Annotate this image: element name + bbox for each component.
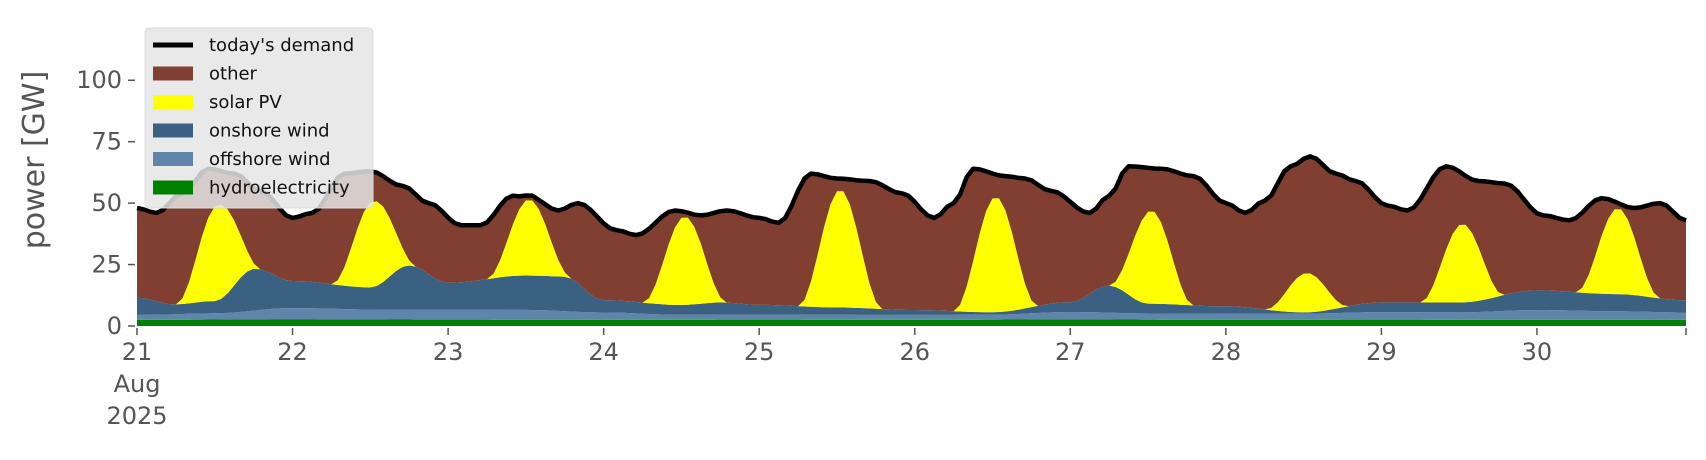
y-tick-label: 25 [91, 251, 122, 279]
legend-label-offshore-wind: offshore wind [209, 149, 331, 170]
x-tick-label: 25 [744, 338, 775, 366]
hydroelectricity-area [137, 319, 1686, 326]
y-axis-label: power [GW] [17, 71, 52, 250]
y-tick-label: 0 [107, 312, 122, 340]
solar-pv-area [137, 191, 1686, 313]
x-tick-label: 28 [1211, 338, 1242, 366]
legend-label-solar-pv: solar PV [209, 92, 282, 113]
legend-swatch-other [153, 66, 193, 81]
x-tick-label: 30 [1522, 338, 1553, 366]
plot-area [137, 156, 1686, 326]
y-tick-label: 50 [91, 189, 122, 217]
legend-label-onshore-wind: onshore wind [209, 121, 330, 142]
offshore-wind-area [137, 308, 1686, 320]
y-tick-label: 75 [91, 128, 122, 156]
other-area [137, 156, 1686, 312]
legend-label-today-s-demand: today's demand [209, 35, 354, 56]
y-tick-label: 100 [76, 66, 122, 94]
legend-swatch-onshore-wind [153, 123, 193, 138]
x-tick-label: 24 [588, 338, 619, 366]
demand-line-layer [136, 154, 1687, 238]
legend-swatch-hydroelectricity [153, 180, 193, 195]
legend-swatch-solar-pv [153, 95, 193, 109]
x-tick-label: 22 [277, 338, 308, 366]
x-tick-label: 21 [122, 338, 153, 366]
legend-label-hydroelectricity: hydroelectricity [209, 178, 350, 199]
legend-box [144, 27, 374, 209]
x-tick-label: 29 [1366, 338, 1397, 366]
x-tick-label: 27 [1055, 338, 1086, 366]
legend-label-other: other [209, 64, 258, 85]
x-tick-label: 23 [433, 338, 464, 366]
x-tick-sublabel: Aug [114, 370, 161, 398]
x-tick-sublabel: 2025 [106, 402, 167, 430]
legend-swatch-offshore-wind [153, 152, 193, 166]
onshore-wind-area [137, 265, 1686, 315]
axes: 0 25 50 75 100 21 Aug 2025 22 23 24 25 26 27 28 29 30 [76, 66, 1687, 430]
legend: today's demand other solar PV onshore wind o… [144, 27, 374, 209]
demand-line [136, 154, 1687, 238]
x-tick-label: 26 [899, 338, 930, 366]
